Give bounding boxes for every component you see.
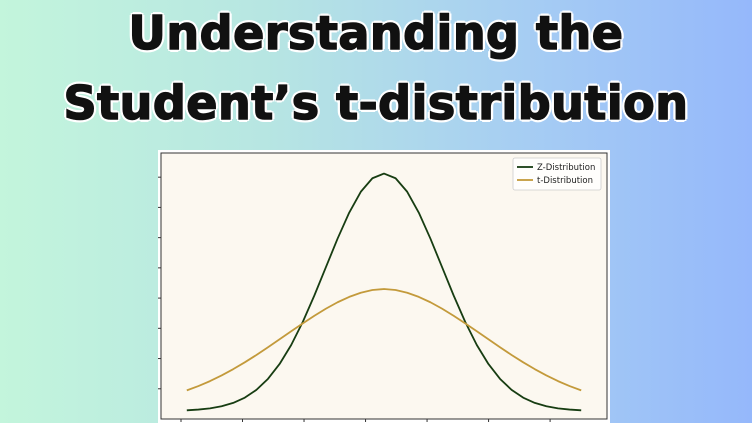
legend-label: Z-Distribution	[537, 163, 595, 173]
legend-box	[512, 157, 602, 191]
title-line-1: Understanding the	[128, 6, 624, 60]
legend-label: t-Distribution	[537, 176, 593, 186]
series-line-z-distribution	[186, 172, 582, 412]
y-ticks	[158, 176, 161, 390]
title-line-2: Student’s t-distribution	[63, 76, 689, 130]
series-lines	[186, 172, 582, 412]
distribution-chart: Z-Distribution t-Distribution	[158, 150, 610, 423]
plot-area	[160, 152, 608, 420]
chart-card: Z-Distribution t-Distribution	[158, 150, 610, 423]
legend: Z-Distribution t-Distribution	[512, 157, 602, 191]
series-line-t-distribution	[186, 288, 582, 392]
x-ticks	[180, 419, 551, 422]
